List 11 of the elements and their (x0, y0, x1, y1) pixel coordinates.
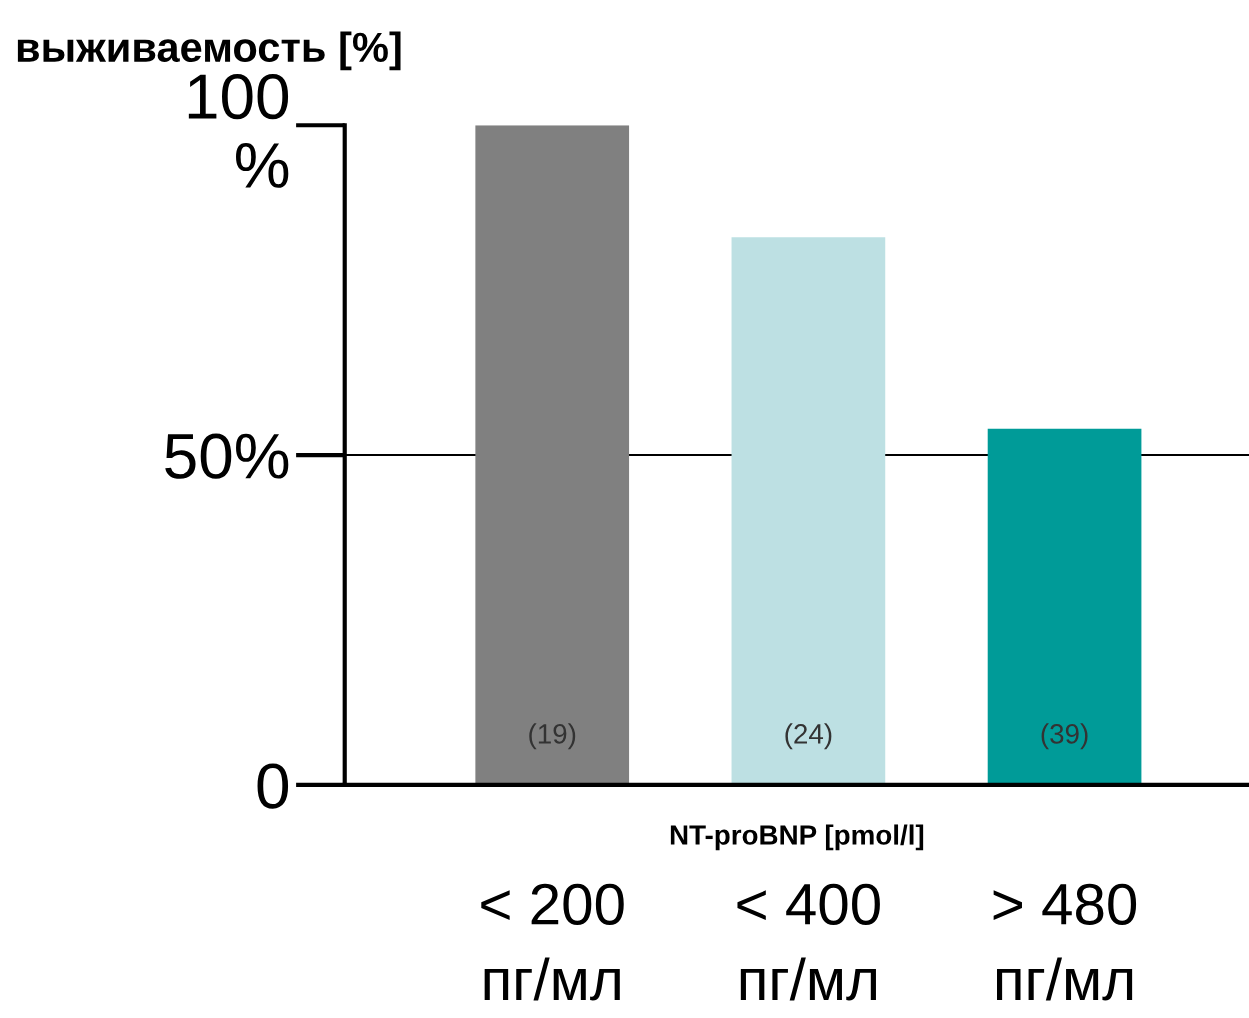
y-tick-label: 0 (257, 763, 289, 809)
x-tick-label: < 200 пг/мл (481, 883, 624, 1001)
x-tick-label: < 400 пг/мл (737, 883, 880, 1001)
annotation: (39) (1041, 723, 1088, 750)
annotation: (19) (529, 723, 576, 750)
x-tick-label: > 480 пг/мл (993, 883, 1137, 1001)
x-axis-title: NT-proBNP [pmol/l] (670, 824, 924, 851)
y-tick-label: 50% (165, 433, 289, 479)
chart-title: выживаемость [%] (17, 31, 401, 71)
annotation: (24) (785, 723, 832, 750)
y-tick-label: 100 % (188, 73, 289, 188)
